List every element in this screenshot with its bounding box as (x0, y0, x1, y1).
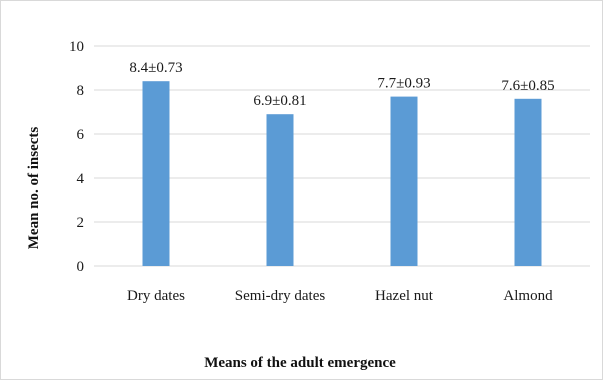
category-label: Hazel nut (375, 288, 434, 304)
y-tick-label: 2 (77, 215, 85, 231)
y-tick-label: 4 (77, 171, 85, 187)
y-tick-label: 10 (69, 39, 84, 55)
category-label: Dry dates (127, 288, 185, 304)
x-axis-title: Means of the adult emergence (204, 355, 396, 371)
gridlines (94, 45, 590, 267)
bar (142, 81, 170, 266)
bar (390, 96, 418, 266)
y-axis-title: Mean no. of insects (26, 127, 42, 250)
category-label: Semi-dry dates (235, 288, 326, 304)
data-label: 8.4±0.73 (129, 60, 182, 76)
category-labels: Dry dates Semi-dry dates Hazel nut Almond (127, 288, 553, 304)
data-labels: 8.4±0.73 6.9±0.81 7.7±0.93 7.6±0.85 (129, 60, 554, 109)
data-label: 7.7±0.93 (377, 76, 430, 92)
y-tick-labels: 0 2 4 6 8 10 (69, 39, 85, 275)
bars (142, 81, 542, 266)
bar (514, 98, 542, 266)
bar (266, 114, 294, 266)
y-tick-label: 6 (77, 127, 85, 143)
data-label: 7.6±0.85 (501, 78, 554, 94)
category-label: Almond (503, 288, 553, 304)
data-label: 6.9±0.81 (253, 93, 306, 109)
y-tick-label: 0 (77, 259, 85, 275)
y-tick-label: 8 (77, 83, 85, 99)
